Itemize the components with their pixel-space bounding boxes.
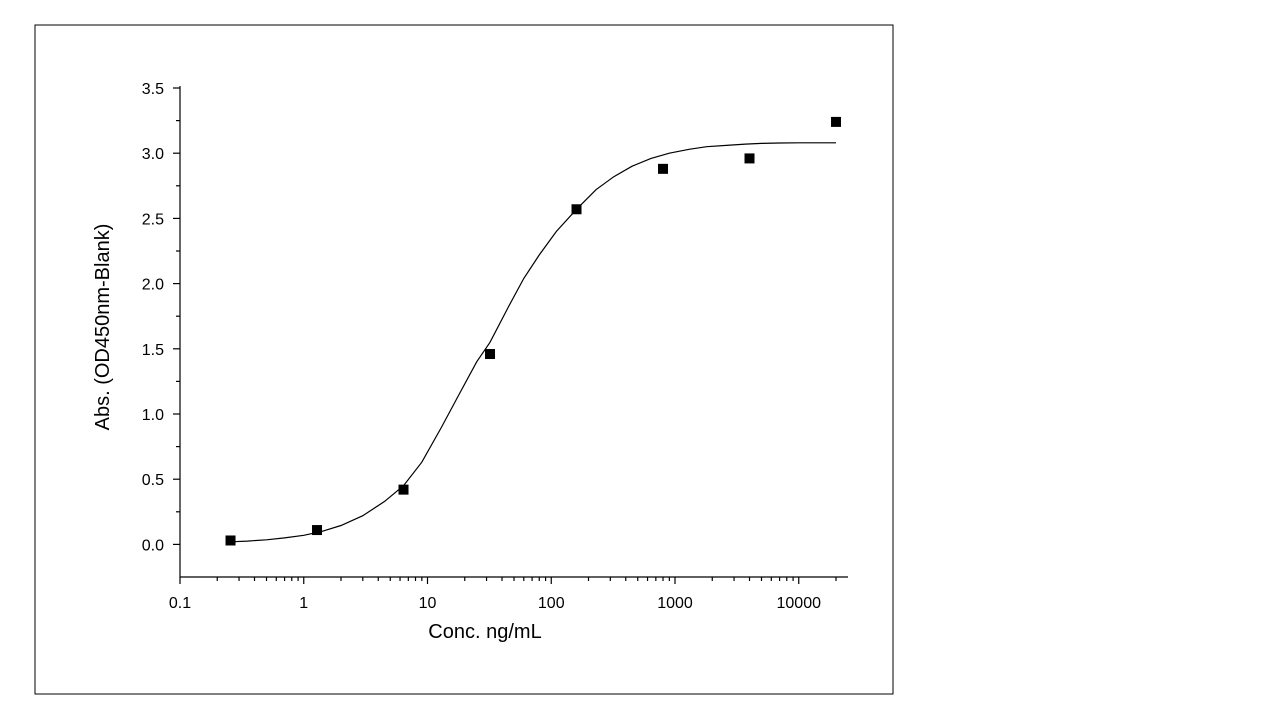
data-point: [658, 163, 669, 174]
data-point: [831, 116, 842, 127]
y-tick-label: 1.0: [142, 407, 164, 424]
y-tick-label: 0.5: [142, 472, 164, 489]
x-axis-label: Conc. ng/mL: [428, 621, 541, 643]
x-tick-label: 10000: [777, 595, 822, 612]
data-point: [398, 484, 409, 495]
y-axis-label: Abs. (OD450nm-Blank): [92, 224, 114, 431]
x-tick-label: 1: [299, 595, 308, 612]
x-tick-label: 1000: [657, 595, 693, 612]
plot-area: 0.1 1 10 100 1000 10000 0.0 0.5 1.0 1.5 2.0 2.5 3.0 3…: [142, 81, 848, 612]
y-tick-label: 0.0: [142, 537, 164, 554]
fit-curve: [230, 142, 836, 543]
x-tick-label: 100: [538, 595, 565, 612]
y-tick-label: 1.5: [142, 342, 164, 359]
y-tick-label: 2.0: [142, 277, 164, 294]
y-tick-label: 2.5: [142, 211, 164, 228]
figure-frame: [34, 24, 894, 695]
y-tick-label: 3.0: [142, 146, 164, 163]
data-point: [225, 535, 236, 546]
data-point: [571, 204, 582, 215]
data-point: [744, 153, 755, 164]
data-point: [485, 349, 496, 360]
x-tick-label: 0.1: [169, 595, 191, 612]
x-tick-label: 10: [419, 595, 437, 612]
y-tick-label: 3.5: [142, 81, 164, 98]
data-point: [312, 525, 323, 536]
